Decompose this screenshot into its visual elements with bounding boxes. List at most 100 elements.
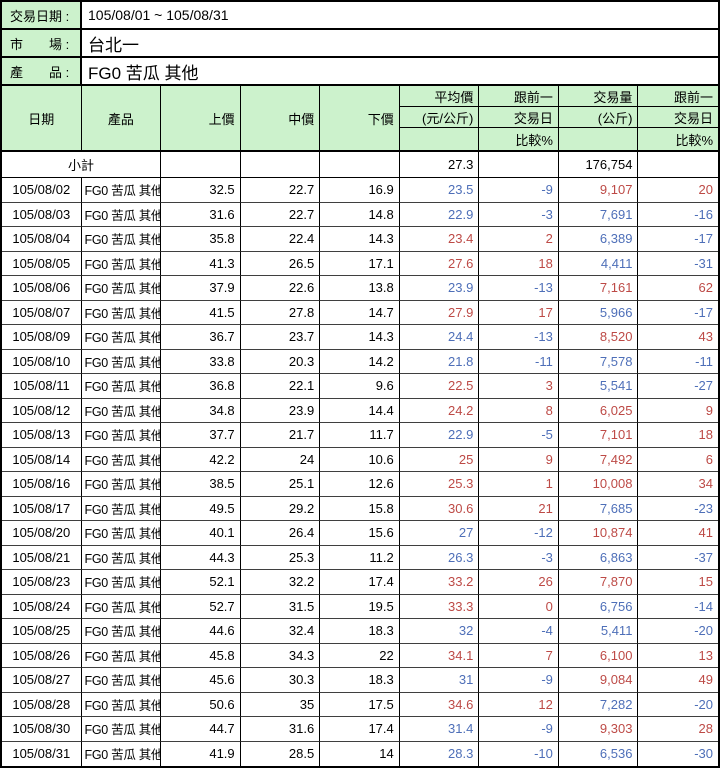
avg-price-cell: 21.8 [399,349,480,374]
header-avg-change-line3: 比較% [479,128,559,152]
low-price-cell: 13.8 [320,276,400,301]
date-cell: 105/08/12 [2,398,82,423]
trade-date-row: 交易日期 : 105/08/01 ~ 105/08/31 [2,2,718,30]
date-cell: 105/08/03 [2,202,82,227]
avg-price-cell: 23.4 [399,227,480,252]
high-price-cell: 45.6 [161,668,241,693]
product-cell: FG0 苦瓜 其他 [81,251,162,276]
header-low-price: 下價 [320,86,400,152]
avg-change-cell: -3 [479,202,559,227]
header-volume-change-line3: 比較% [638,128,718,152]
mid-price-cell: 27.8 [240,300,321,325]
avg-change-cell: -4 [479,619,559,644]
date-cell: 105/08/27 [2,668,82,693]
header-avg-price-line1: 平均價 [399,86,480,107]
product-cell: FG0 苦瓜 其他 [81,717,162,742]
volume-cell: 4,411 [558,251,639,276]
volume-change-cell: 43 [638,325,718,350]
avg-price-cell: 31 [399,668,480,693]
volume-cell: 5,966 [558,300,639,325]
avg-price-cell: 23.5 [399,178,480,203]
date-cell: 105/08/17 [2,496,82,521]
product-cell: FG0 苦瓜 其他 [81,202,162,227]
mid-price-cell: 29.2 [240,496,321,521]
volume-change-cell: 9 [638,399,718,423]
low-price-cell: 22 [320,643,400,668]
header-volume-line2: (公斤) [558,107,639,128]
avg-price-cell: 32 [399,619,480,644]
low-price-cell: 11.2 [320,545,400,570]
product-cell: FG0 苦瓜 其他 [82,741,162,766]
high-price-cell: 31.6 [161,202,241,227]
volume-change-cell: 34 [638,472,718,497]
avg-change-cell: 1 [479,472,559,497]
avg-price-cell: 33.2 [399,570,480,595]
date-cell: 105/08/09 [2,325,82,350]
trade-date-label: 交易日期 : [2,2,82,28]
low-price-cell: 17.1 [320,251,400,276]
header-mid-price: 中價 [240,86,321,152]
avg-change-cell: -10 [479,741,559,766]
high-price-cell: 52.7 [161,594,241,619]
low-price-cell: 19.5 [320,594,400,619]
volume-cell: 5,541 [558,374,639,399]
volume-cell: 7,282 [558,692,639,717]
header-volume-line3-empty [558,128,639,152]
avg-price-cell: 30.6 [399,496,480,521]
low-price-cell: 14.7 [320,300,400,325]
high-price-cell: 44.3 [161,545,241,570]
avg-change-cell: 3 [479,374,559,399]
avg-change-cell: 26 [479,570,559,595]
product-cell: FG0 苦瓜 其他 [81,570,162,595]
mid-price-cell: 30.3 [240,668,321,693]
low-price-cell: 17.5 [320,692,400,717]
product-cell: FG0 苦瓜 其他 [81,300,162,325]
volume-change-cell: 20 [638,178,718,203]
avg-price-cell: 26.3 [399,545,480,570]
mid-price-cell: 21.7 [240,423,321,448]
mid-price-cell: 34.3 [240,643,321,668]
date-cell: 105/08/25 [2,619,82,644]
date-cell: 105/08/05 [2,251,82,276]
product-cell: FG0 苦瓜 其他 [81,545,162,570]
avg-price-cell: 27.9 [399,300,480,325]
volume-change-cell: -11 [638,350,718,374]
low-price-cell: 15.6 [320,521,400,546]
volume-change-cell: 6 [638,448,718,472]
low-price-cell: 18.3 [320,668,400,693]
avg-change-cell: 18 [479,251,559,276]
header-high-price: 上價 [161,86,241,152]
volume-change-cell: -20 [638,693,718,717]
volume-change-cell: -27 [638,374,718,399]
volume-change-cell: 41 [638,521,718,546]
avg-change-cell: -9 [479,717,559,742]
mid-price-cell: 20.3 [240,349,321,374]
low-price-cell: 14 [320,741,400,766]
trade-date-value: 105/08/01 ~ 105/08/31 [88,7,229,23]
avg-change-cell: 17 [479,300,559,325]
avg-change-cell: 7 [479,643,559,668]
avg-change-cell: -3 [479,545,559,570]
mid-price-cell: 28.5 [241,741,321,766]
low-price-cell: 17.4 [320,570,400,595]
product-cell: FG0 苦瓜 其他 [81,374,162,399]
avg-change-cell: -5 [479,423,559,448]
avg-change-cell: -12 [479,521,559,546]
date-cell: 105/08/28 [2,692,82,717]
header-volume-change-line2: 交易日 [638,107,718,128]
date-cell: 105/08/31 [2,741,82,766]
report-info: 交易日期 : 105/08/01 ~ 105/08/31 市 場 : 台北一 產… [2,2,718,86]
volume-cell: 8,520 [558,325,639,350]
volume-cell: 7,685 [558,496,639,521]
mid-price-cell: 24 [240,447,321,472]
avg-price-cell: 22.9 [399,423,480,448]
header-volume-line1: 交易量 [558,86,639,107]
product-row: 產 品 : FG0 苦瓜 其他 [2,58,718,86]
high-price-cell: 36.7 [161,325,241,350]
volume-cell: 5,411 [558,619,639,644]
mid-price-cell: 31.5 [240,594,321,619]
volume-change-cell: -16 [638,203,718,227]
low-price-cell: 9.6 [320,374,400,399]
avg-price-cell: 25 [399,447,480,472]
volume-cell: 6,025 [558,398,639,423]
